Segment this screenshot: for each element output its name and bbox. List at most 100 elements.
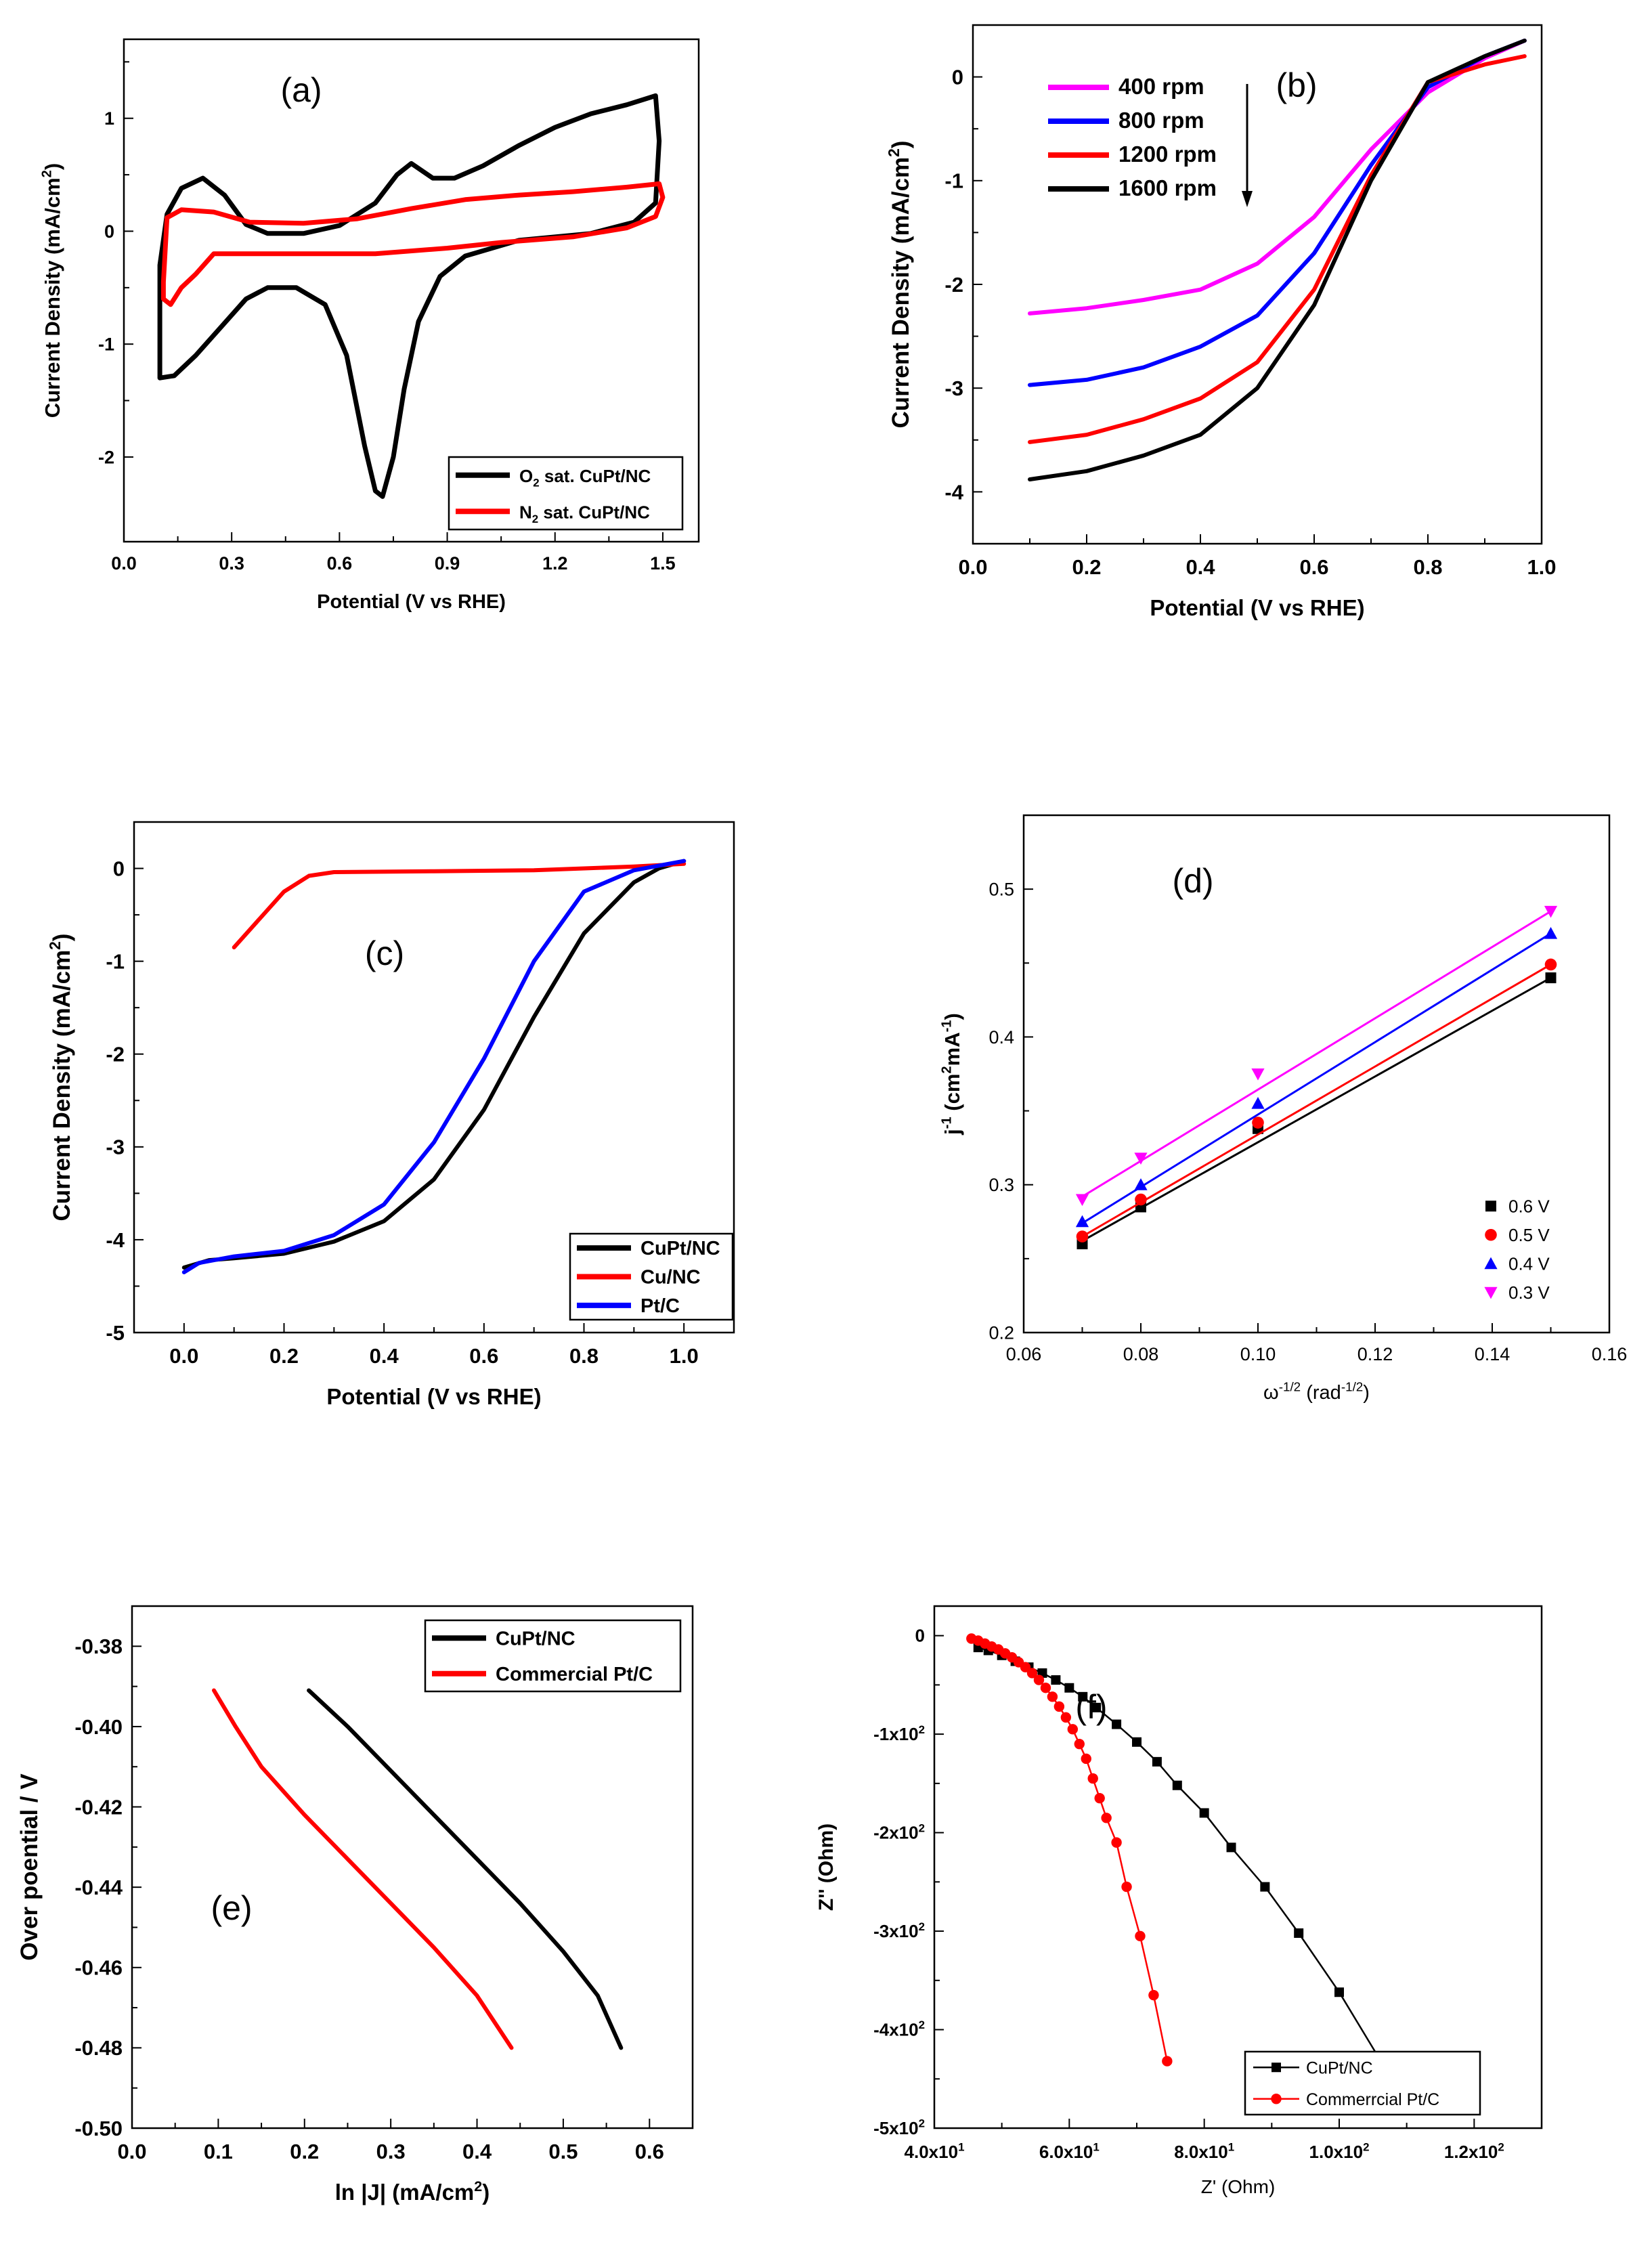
series-commerrcial-pt-c-point [1053, 1701, 1065, 1712]
y-tick-label: 0 [915, 1626, 925, 1646]
y-axis-label-part: Current Density (mA/cm [41, 177, 64, 418]
series-commerrcial-pt-c-point [1026, 1668, 1038, 1679]
series-0-4-v-fit-line [1081, 932, 1552, 1224]
x-axis-label-part: ln |J| (mA/cm [335, 2180, 475, 2205]
legend-label: 400 rpm [1118, 74, 1204, 99]
series-commerrcial-pt-c-point [1081, 1753, 1091, 1765]
panel-label: (d) [1172, 862, 1213, 900]
series-cupt-nc-point [1172, 1780, 1182, 1790]
series-commerrcial-pt-c-point [1111, 1837, 1122, 1848]
series-o2-sat-cupt-nc-line [157, 93, 662, 499]
series-cu-nc-line [232, 861, 687, 950]
y-axis-label-part: mA [940, 1032, 964, 1066]
legend-entry-commerrcial-pt-c: Commerrcial Pt/C [1253, 2090, 1439, 2109]
x-tick-label: 1.2x102 [1444, 2141, 1504, 2162]
legend-label: Cu/NC [640, 1267, 701, 1289]
legend-marker [1485, 1228, 1497, 1241]
series-commerrcial-pt-c-point [1135, 1930, 1146, 1942]
legend-marker [1271, 2062, 1281, 2073]
legend-label: 1600 rpm [1118, 175, 1217, 200]
x-axis-label: Potential (V vs RHE) [326, 1384, 541, 1409]
series-0-4-v-point [1544, 927, 1558, 939]
legend-entry-cu-nc: Cu/NC [577, 1267, 701, 1289]
legend-entry-0-6-v: 0.6 V [1485, 1196, 1550, 1216]
legend-entry-0-4-v: 0.4 V [1484, 1253, 1550, 1274]
x-tick-label: 0.4 [1186, 555, 1215, 579]
y-tick-label: 1 [104, 108, 114, 129]
y-tick-label: -1 [106, 949, 125, 973]
x-axis-label-part: ω [1263, 1382, 1279, 1404]
x-tick-label: 0.2 [290, 2140, 319, 2163]
y-axis-label: j-1 (cm2mA-1) [940, 1013, 964, 1136]
plot-area [1075, 905, 1558, 1250]
series-0-4-v-point [1251, 1097, 1265, 1109]
legend-entry-1200-rpm: 1200 rpm [1048, 142, 1217, 167]
series-0-5-v-point [1135, 1193, 1147, 1206]
y-axis-label-part: Over poential / V [16, 1773, 43, 1961]
y-tick-label-part: 2 [919, 2018, 925, 2031]
y-tick-label: -0.48 [74, 2036, 123, 2060]
legend: O2 sat. CuPt/NC N2 sat. CuPt/NC [448, 456, 684, 531]
plot-area [212, 1688, 624, 2050]
series-pt-c-line [181, 859, 687, 1274]
series-n2-sat-cupt-nc-line [160, 181, 666, 307]
plot-frame [933, 1605, 1543, 2130]
x-tick-label: 0.9 [435, 553, 460, 574]
x-tick-label: 0.0 [117, 2140, 146, 2163]
x-axis-label-part: -1/2 [1279, 1379, 1301, 1393]
x-tick-label: 1.5 [650, 553, 676, 574]
chart-panel-e: 0.0 0.1 0.2 0.3 0.4 0.5 0.6 -0.50 -0.48 -0.46 -0.4… [16, 1605, 694, 2205]
series-0-6-v-point [1545, 972, 1557, 984]
legend: 400 rpm 800 rpm 1200 rpm 1600 rpm [1048, 74, 1253, 207]
y-axis-label-part: ) [940, 1013, 964, 1020]
series-0-4-v-point [1075, 1215, 1089, 1228]
y-axis-label: Current Density (mA/cm2) [40, 163, 64, 418]
y-tick-label: -0.40 [74, 1715, 123, 1739]
y-tick-label-part: 0 [915, 1626, 925, 1646]
legend-label: 0.5 V [1508, 1225, 1550, 1245]
series-cupt-nc-point [1226, 1842, 1236, 1853]
plot-frame [123, 38, 700, 543]
legend-marker [1484, 1257, 1498, 1270]
y-tick-label: -4 [944, 480, 963, 504]
chart-panel-b: 0.0 0.2 0.4 0.6 0.8 1.0 -4 -3 -2 -1 0 Potential (V … [885, 24, 1557, 620]
x-tick-label: 0.06 [1006, 1344, 1042, 1364]
plot-area [1028, 39, 1527, 481]
x-tick-label: 0.08 [1123, 1344, 1159, 1364]
x-axis-label: Z' (Ohm) [1201, 2176, 1276, 2197]
plot-area [157, 93, 666, 499]
series-cupt-nc-point [1260, 1882, 1270, 1892]
y-tick-label: -0.38 [74, 1635, 123, 1658]
x-tick-label: 0.12 [1357, 1344, 1393, 1364]
legend: CuPt/NC Commercial Pt/C [424, 1619, 682, 1693]
x-tick-label-part: 2 [1363, 2141, 1369, 2154]
legend-label: O2 sat. CuPt/NC [519, 466, 651, 490]
x-tick-label: 0.6 [1299, 555, 1328, 579]
series-commerrcial-pt-c-line [971, 1637, 1169, 2062]
legend-label-part: sat. CuPt/NC [540, 466, 651, 486]
series-cupt-nc-point [1091, 1702, 1102, 1712]
legend-label-part: N [519, 502, 532, 522]
legend-label: Commercial Pt/C [496, 1664, 653, 1685]
x-axis-label-part: Potential (V vs RHE) [1150, 595, 1364, 620]
x-axis-label: ln |J| (mA/cm2) [335, 2178, 490, 2205]
series-0-5-v-point [1544, 958, 1557, 971]
series-commerrcial-pt-c-point [1067, 1724, 1079, 1735]
series-0-3-v-point [1134, 1152, 1148, 1165]
legend: 0.6 V 0.5 V 0.4 V 0.3 V [1484, 1196, 1550, 1303]
y-tick-label: -1x102 [873, 1723, 925, 1744]
x-axis-label-part: -1/2 [1341, 1379, 1363, 1393]
y-axis-label-part: (cm [940, 1074, 964, 1117]
legend-label-part: sat. CuPt/NC [538, 502, 650, 522]
legend-label-part: 2 [533, 476, 539, 489]
y-axis-label-part: -1 [940, 1020, 955, 1032]
x-tick-label-part: 1.0x10 [1309, 2142, 1364, 2162]
x-axis-label: Potential (V vs RHE) [1150, 595, 1364, 620]
legend-box [1244, 2050, 1481, 2116]
x-tick-label: 0.5 [548, 2140, 578, 2163]
legend-arrow-head [1242, 191, 1253, 207]
y-axis-label: Current Density (mA/cm2) [46, 934, 75, 1222]
x-tick-label: 0.0 [169, 1344, 198, 1368]
y-tick-label: -4 [106, 1228, 125, 1252]
series-commercial-pt-c-line [212, 1688, 514, 2050]
